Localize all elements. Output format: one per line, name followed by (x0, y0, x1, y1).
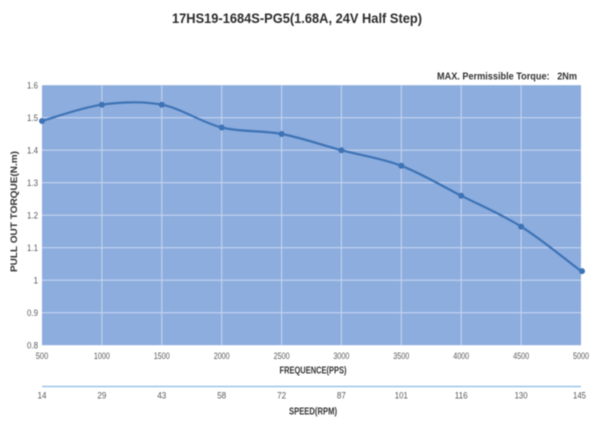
svg-text:0.9: 0.9 (27, 308, 38, 318)
svg-text:FREQUENCE(PPS): FREQUENCE(PPS) (280, 366, 347, 377)
svg-text:87: 87 (337, 391, 346, 401)
svg-text:1000: 1000 (94, 351, 110, 361)
svg-text:0.8: 0.8 (27, 340, 38, 350)
svg-text:1.3: 1.3 (27, 178, 38, 188)
svg-text:145: 145 (573, 391, 586, 401)
svg-text:4000: 4000 (453, 351, 469, 361)
svg-text:4500: 4500 (513, 351, 529, 361)
svg-text:43: 43 (157, 391, 166, 401)
svg-text:1: 1 (34, 275, 39, 285)
svg-text:101: 101 (395, 391, 408, 401)
svg-text:1.5: 1.5 (27, 113, 38, 123)
svg-text:2500: 2500 (274, 351, 290, 361)
svg-text:17HS19-1684S-PG5(1.68A, 24V Ha: 17HS19-1684S-PG5(1.68A, 24V Half Step) (172, 11, 422, 26)
svg-text:1.2: 1.2 (27, 210, 38, 220)
svg-text:500: 500 (36, 351, 49, 361)
svg-text:5000: 5000 (573, 351, 589, 361)
svg-text:29: 29 (97, 391, 106, 401)
svg-text:1500: 1500 (154, 351, 170, 361)
svg-text:72: 72 (277, 391, 286, 401)
svg-text:14: 14 (38, 391, 47, 401)
svg-text:MAX. Permissible Torque: 2Nm: MAX. Permissible Torque: 2Nm (437, 71, 577, 83)
svg-text:SPEED(RPM): SPEED(RPM) (289, 407, 337, 418)
svg-text:116: 116 (455, 391, 468, 401)
svg-text:130: 130 (515, 391, 528, 401)
svg-text:1.1: 1.1 (27, 243, 38, 253)
svg-text:2000: 2000 (214, 351, 230, 361)
svg-text:1.6: 1.6 (27, 80, 38, 90)
svg-text:58: 58 (217, 391, 226, 401)
svg-text:3000: 3000 (333, 351, 349, 361)
svg-text:PULL OUT TORQUE(N.m): PULL OUT TORQUE(N.m) (9, 151, 19, 272)
svg-text:1.4: 1.4 (27, 145, 38, 155)
svg-text:3500: 3500 (393, 351, 409, 361)
